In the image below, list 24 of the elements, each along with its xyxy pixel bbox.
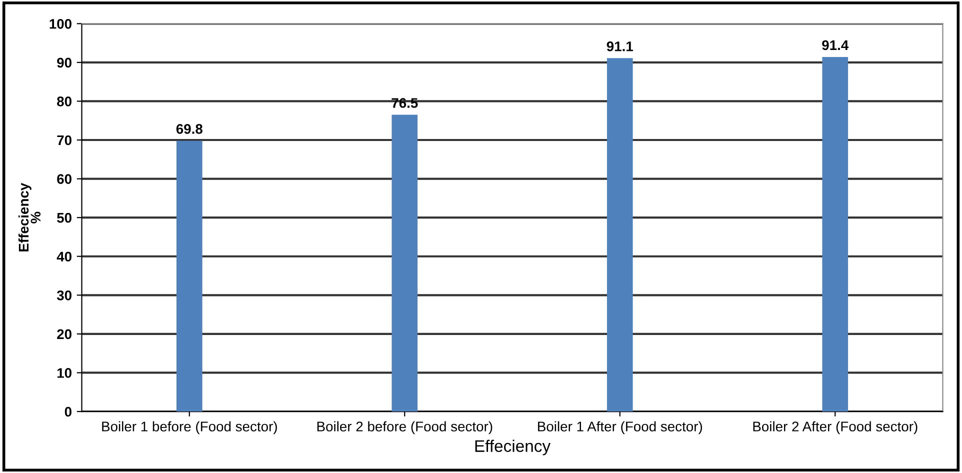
data-label: 91.1 <box>606 41 634 52</box>
y-tick-label: 70 <box>57 135 72 146</box>
x-tick-label: Boiler 1 After (Food sector) <box>538 421 702 434</box>
y-tick-label: 20 <box>57 329 72 340</box>
y-tick-label: 50 <box>57 212 72 223</box>
bar <box>822 57 848 412</box>
x-tick-label: Boiler 2 After (Food sector) <box>753 421 918 434</box>
y-axis-title: Effeciency % <box>18 182 41 252</box>
y-tick-label: 60 <box>57 174 72 184</box>
x-tick-label: Boiler 1 before (Food sector) <box>102 421 277 434</box>
bar <box>392 114 418 412</box>
bar <box>176 140 202 412</box>
y-tick-label: 30 <box>56 290 72 300</box>
y-tick-label: 100 <box>50 18 72 29</box>
y-tick-label: 80 <box>57 96 72 106</box>
data-label: 69.8 <box>176 124 202 134</box>
x-axis-title: Effeciency <box>475 440 551 456</box>
y-tick-label: 90 <box>57 58 72 68</box>
y-tick-label: 10 <box>57 368 72 378</box>
data-label: 91.4 <box>822 40 849 50</box>
y-tick-label: 0 <box>64 406 72 417</box>
x-tick-label: Boiler 2 before (Food sector) <box>317 421 492 434</box>
y-tick-label: 40 <box>56 252 72 262</box>
bar <box>606 58 633 412</box>
